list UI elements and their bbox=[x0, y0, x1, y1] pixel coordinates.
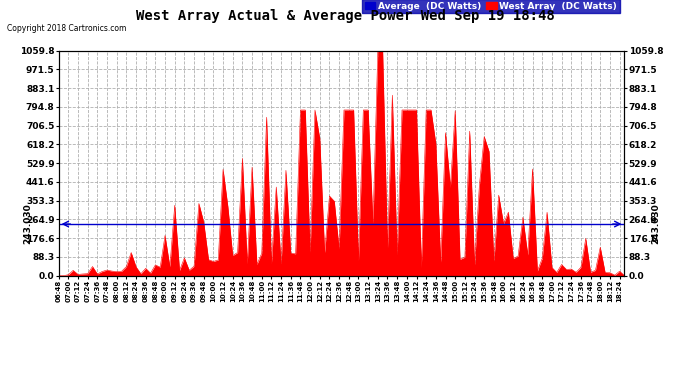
Text: 243.030: 243.030 bbox=[651, 204, 660, 245]
Text: West Array Actual & Average Power Wed Sep 19 18:48: West Array Actual & Average Power Wed Se… bbox=[136, 9, 554, 23]
Legend: Average  (DC Watts), West Array  (DC Watts): Average (DC Watts), West Array (DC Watts… bbox=[362, 0, 620, 13]
Text: Copyright 2018 Cartronics.com: Copyright 2018 Cartronics.com bbox=[7, 24, 126, 33]
Text: 243.030: 243.030 bbox=[23, 204, 32, 245]
